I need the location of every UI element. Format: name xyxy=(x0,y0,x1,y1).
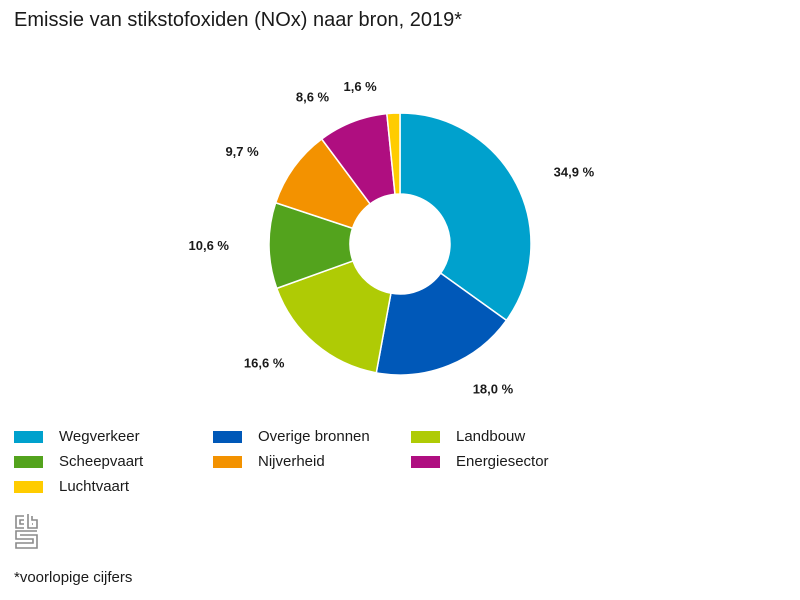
legend-item: Landbouw xyxy=(411,428,525,445)
legend-label: Landbouw xyxy=(456,428,526,445)
legend-label: Energiesector xyxy=(456,453,549,470)
footnote: *voorlopige cijfers xyxy=(14,569,133,586)
legend-swatch xyxy=(14,480,43,493)
legend-label: Scheepvaart xyxy=(59,453,144,470)
legend-swatch xyxy=(14,455,43,468)
legend-swatch xyxy=(213,430,242,443)
slices-group xyxy=(268,112,532,376)
data-label: 10,6 % xyxy=(189,238,230,253)
legend-swatch xyxy=(411,455,440,468)
data-label: 18,0 % xyxy=(473,382,514,397)
legend-label: Wegverkeer xyxy=(59,428,140,445)
donut-chart: 34,9 % 18,0 % 16,6 % 10,6 % 9,7 % 8,6 % 1,6 % xyxy=(189,79,595,396)
slice-wegverkeer xyxy=(399,112,532,322)
legend-item: Luchtvaart xyxy=(14,478,129,495)
data-label: 16,6 % xyxy=(244,356,285,371)
legend-swatch xyxy=(411,430,440,443)
legend-item: Wegverkeer xyxy=(14,428,140,445)
labels-group: 34,9 % 18,0 % 16,6 % 10,6 % 9,7 % 8,6 % 1,6 % xyxy=(189,79,595,396)
legend-item: Scheepvaart xyxy=(14,453,143,470)
legend-label: Luchtvaart xyxy=(59,478,130,495)
legend-label: Nijverheid xyxy=(258,453,325,470)
legend-item: Energiesector xyxy=(411,453,549,470)
legend-item: Overige bronnen xyxy=(213,428,370,445)
data-label: 8,6 % xyxy=(296,90,330,105)
legend-label: Overige bronnen xyxy=(258,428,370,445)
data-label: 1,6 % xyxy=(343,79,377,94)
slice-overige-bronnen xyxy=(375,272,508,376)
slice-luchtvaart xyxy=(386,112,401,196)
legend-swatch xyxy=(14,430,43,443)
data-label: 9,7 % xyxy=(225,144,259,159)
data-label: 34,9 % xyxy=(554,164,595,179)
legend-swatch xyxy=(213,455,242,468)
chart-title: Emissie van stikstofoxiden (NOx) naar br… xyxy=(14,9,462,31)
cbs-logo-icon xyxy=(15,514,38,549)
slice-landbouw xyxy=(275,259,392,374)
legend-item: Nijverheid xyxy=(213,453,325,470)
